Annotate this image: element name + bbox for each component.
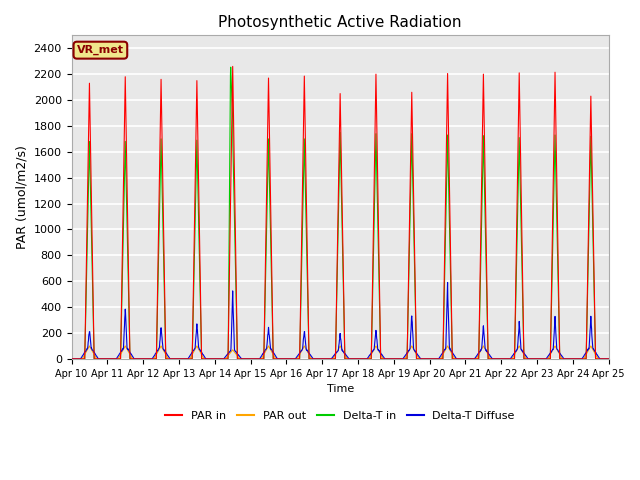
Y-axis label: PAR (umol/m2/s): PAR (umol/m2/s)	[15, 145, 28, 249]
Text: VR_met: VR_met	[77, 45, 124, 55]
Title: Photosynthetic Active Radiation: Photosynthetic Active Radiation	[218, 15, 462, 30]
Legend: PAR in, PAR out, Delta-T in, Delta-T Diffuse: PAR in, PAR out, Delta-T in, Delta-T Dif…	[161, 407, 519, 425]
X-axis label: Time: Time	[326, 384, 354, 394]
